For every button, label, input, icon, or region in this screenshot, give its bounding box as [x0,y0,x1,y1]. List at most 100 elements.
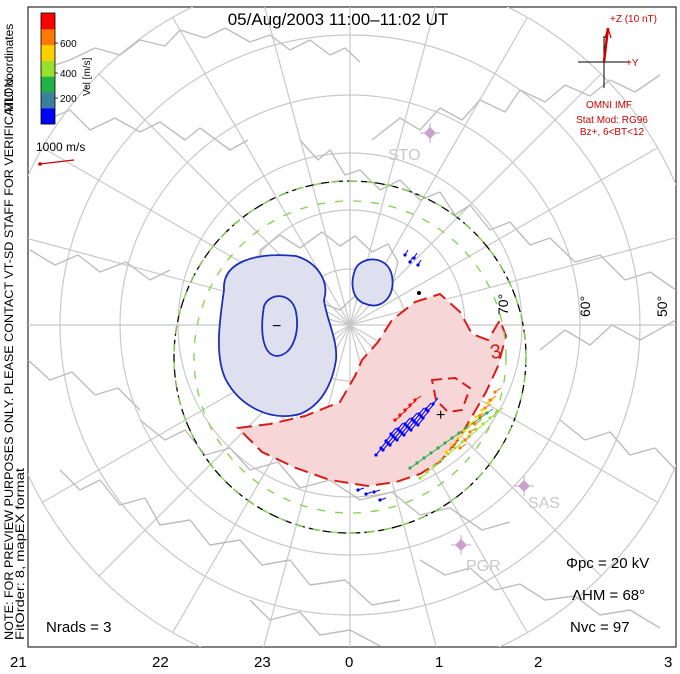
fit-order-note: FitOrder: 8, mapEX format [13,467,27,640]
velocity-vector-arc [425,470,429,474]
mlt-label-23: 23 [254,654,271,671]
negative-potential-cell: − [218,254,338,417]
velocity-vector-blue [388,443,392,447]
velocity-vector-arc [450,443,454,447]
imf-condition: Bz+, 6<BT<12 [580,127,645,138]
velocity-vector-arc [478,414,482,418]
latitude-label-50: 50° [654,296,670,317]
radar-site-sas [514,476,534,496]
velocity-vector-blue [403,422,407,426]
velocity-vector-blue [378,498,382,502]
velocity-vector-arc [450,436,454,440]
velocity-vector-arc [403,408,407,412]
coordinate-system-note: MLT coordinates [2,24,16,112]
velocity-vector-blue [386,441,390,445]
velocity-vector-arc [418,476,422,480]
mlt-label-22: 22 [152,654,169,671]
velocity-vector-blue [364,492,368,496]
map-title: 05/Aug/2003 11:00–11:02 UT [228,10,449,29]
stat-phi-pc: Φpc = 20 kV [566,555,649,572]
velocity-vector-arc [444,450,448,454]
velocity-vector-blue [389,432,393,436]
mlt-label-21: 21 [10,654,27,671]
velocity-vector-blue [426,409,430,413]
velocity-vector-arc [474,415,478,419]
colorbar-tick-200: 200 [60,94,77,105]
velocity-vector-blue [410,417,414,421]
velocity-vector-blue [417,412,421,416]
velocity-vector-blue [403,253,407,257]
negative-small-cell [351,258,394,307]
mlt-label-1: 1 [435,654,443,671]
velocity-vector-arc [443,441,447,445]
velocity-vector-arc [485,411,489,415]
velocity-vectors [356,249,504,502]
velocity-vector-arc [398,413,402,417]
positive-potential-cell: + 3 [235,292,508,488]
velocity-vector-arc [473,422,477,426]
stat-n-vc: Nvc = 97 [570,619,630,636]
stat-n-rads: Nrads = 3 [46,619,111,636]
colorbar-segment [41,76,55,93]
velocity-vector-arc [468,422,472,426]
velocity-vector-arc [456,436,460,440]
latitude-label-60: 60° [577,296,593,317]
velocity-vector-arc [458,446,462,450]
velocity-vector-arc [474,428,478,432]
velocity-vector-arc [483,406,487,410]
scale-vector-line [39,159,75,165]
velocity-vector-blue [408,260,412,264]
velocity-vector-blue [395,438,399,442]
velocity-vector-arc [480,408,484,412]
magnetic-pole-marker [417,291,421,295]
velocity-vector-blue [402,433,406,437]
radar-sites: STO SAS PGR [388,123,560,575]
velocity-vector-arc [481,422,485,426]
imf-source: OMNI IMF [586,100,632,111]
velocity-colorbar: 600 400 200 Vel [m/s] [40,12,93,125]
velocity-vector-arc [488,398,492,402]
scale-vector-dot [38,162,42,166]
velocity-vector-blue [372,490,376,494]
mlt-label-3: 3 [664,654,672,671]
contour-value-label: 3 [488,340,503,364]
velocity-vector-blue [414,421,418,425]
velocity-vector-blue [431,402,435,406]
velocity-vector-arc [460,440,464,444]
positive-cell-marker: + [436,407,445,424]
colorbar-segment [41,13,55,30]
velocity-vector-arc [495,410,499,414]
velocity-vector-arc [413,398,417,402]
lat-boundary-green [193,200,507,514]
colorbar-tick-600: 600 [60,39,77,50]
velocity-vector-blue [419,414,423,418]
velocity-vector-blue [384,439,388,443]
imf-y-label: +Y [626,58,639,69]
velocity-vector-arc [408,466,412,470]
mlt-label-2: 2 [534,654,542,671]
imf-dial: +Z (10 nT) +Y OMNI IMF Stat Mod: RG96 Bz… [576,14,657,138]
velocity-vector-blue [421,416,425,420]
velocity-vector-blue [416,423,420,427]
stat-lambda-hm: ΛHM = 68° [572,587,645,604]
velocity-vector-blue [398,429,402,433]
velocity-vector-blue [374,453,378,457]
velocity-vector-blue [407,426,411,430]
stat-model: Stat Mod: RG96 [576,115,648,126]
scale-vector-label: 1000 m/s [36,140,85,154]
radar-site-pgr [451,535,471,555]
velocity-vector-arc [436,446,440,450]
latitude-label-70: 70° [495,294,511,315]
radar-label-sto: STO [388,147,421,164]
velocity-vector-arc [429,451,433,455]
fit-statistics: Φpc = 20 kV ΛHM = 68° Nvc = 97 Nrads = 3 [46,555,649,636]
colorbar-segment [41,92,55,109]
velocity-vector-arc [493,390,497,394]
velocity-vector-arc [393,418,397,422]
velocity-vector-arc [446,452,450,456]
colorbar-segment [41,44,55,61]
velocity-vector-blue [393,436,397,440]
velocity-vector-arc [486,401,490,405]
velocity-vector-arc [415,461,419,465]
velocity-vector-blue [409,428,413,432]
